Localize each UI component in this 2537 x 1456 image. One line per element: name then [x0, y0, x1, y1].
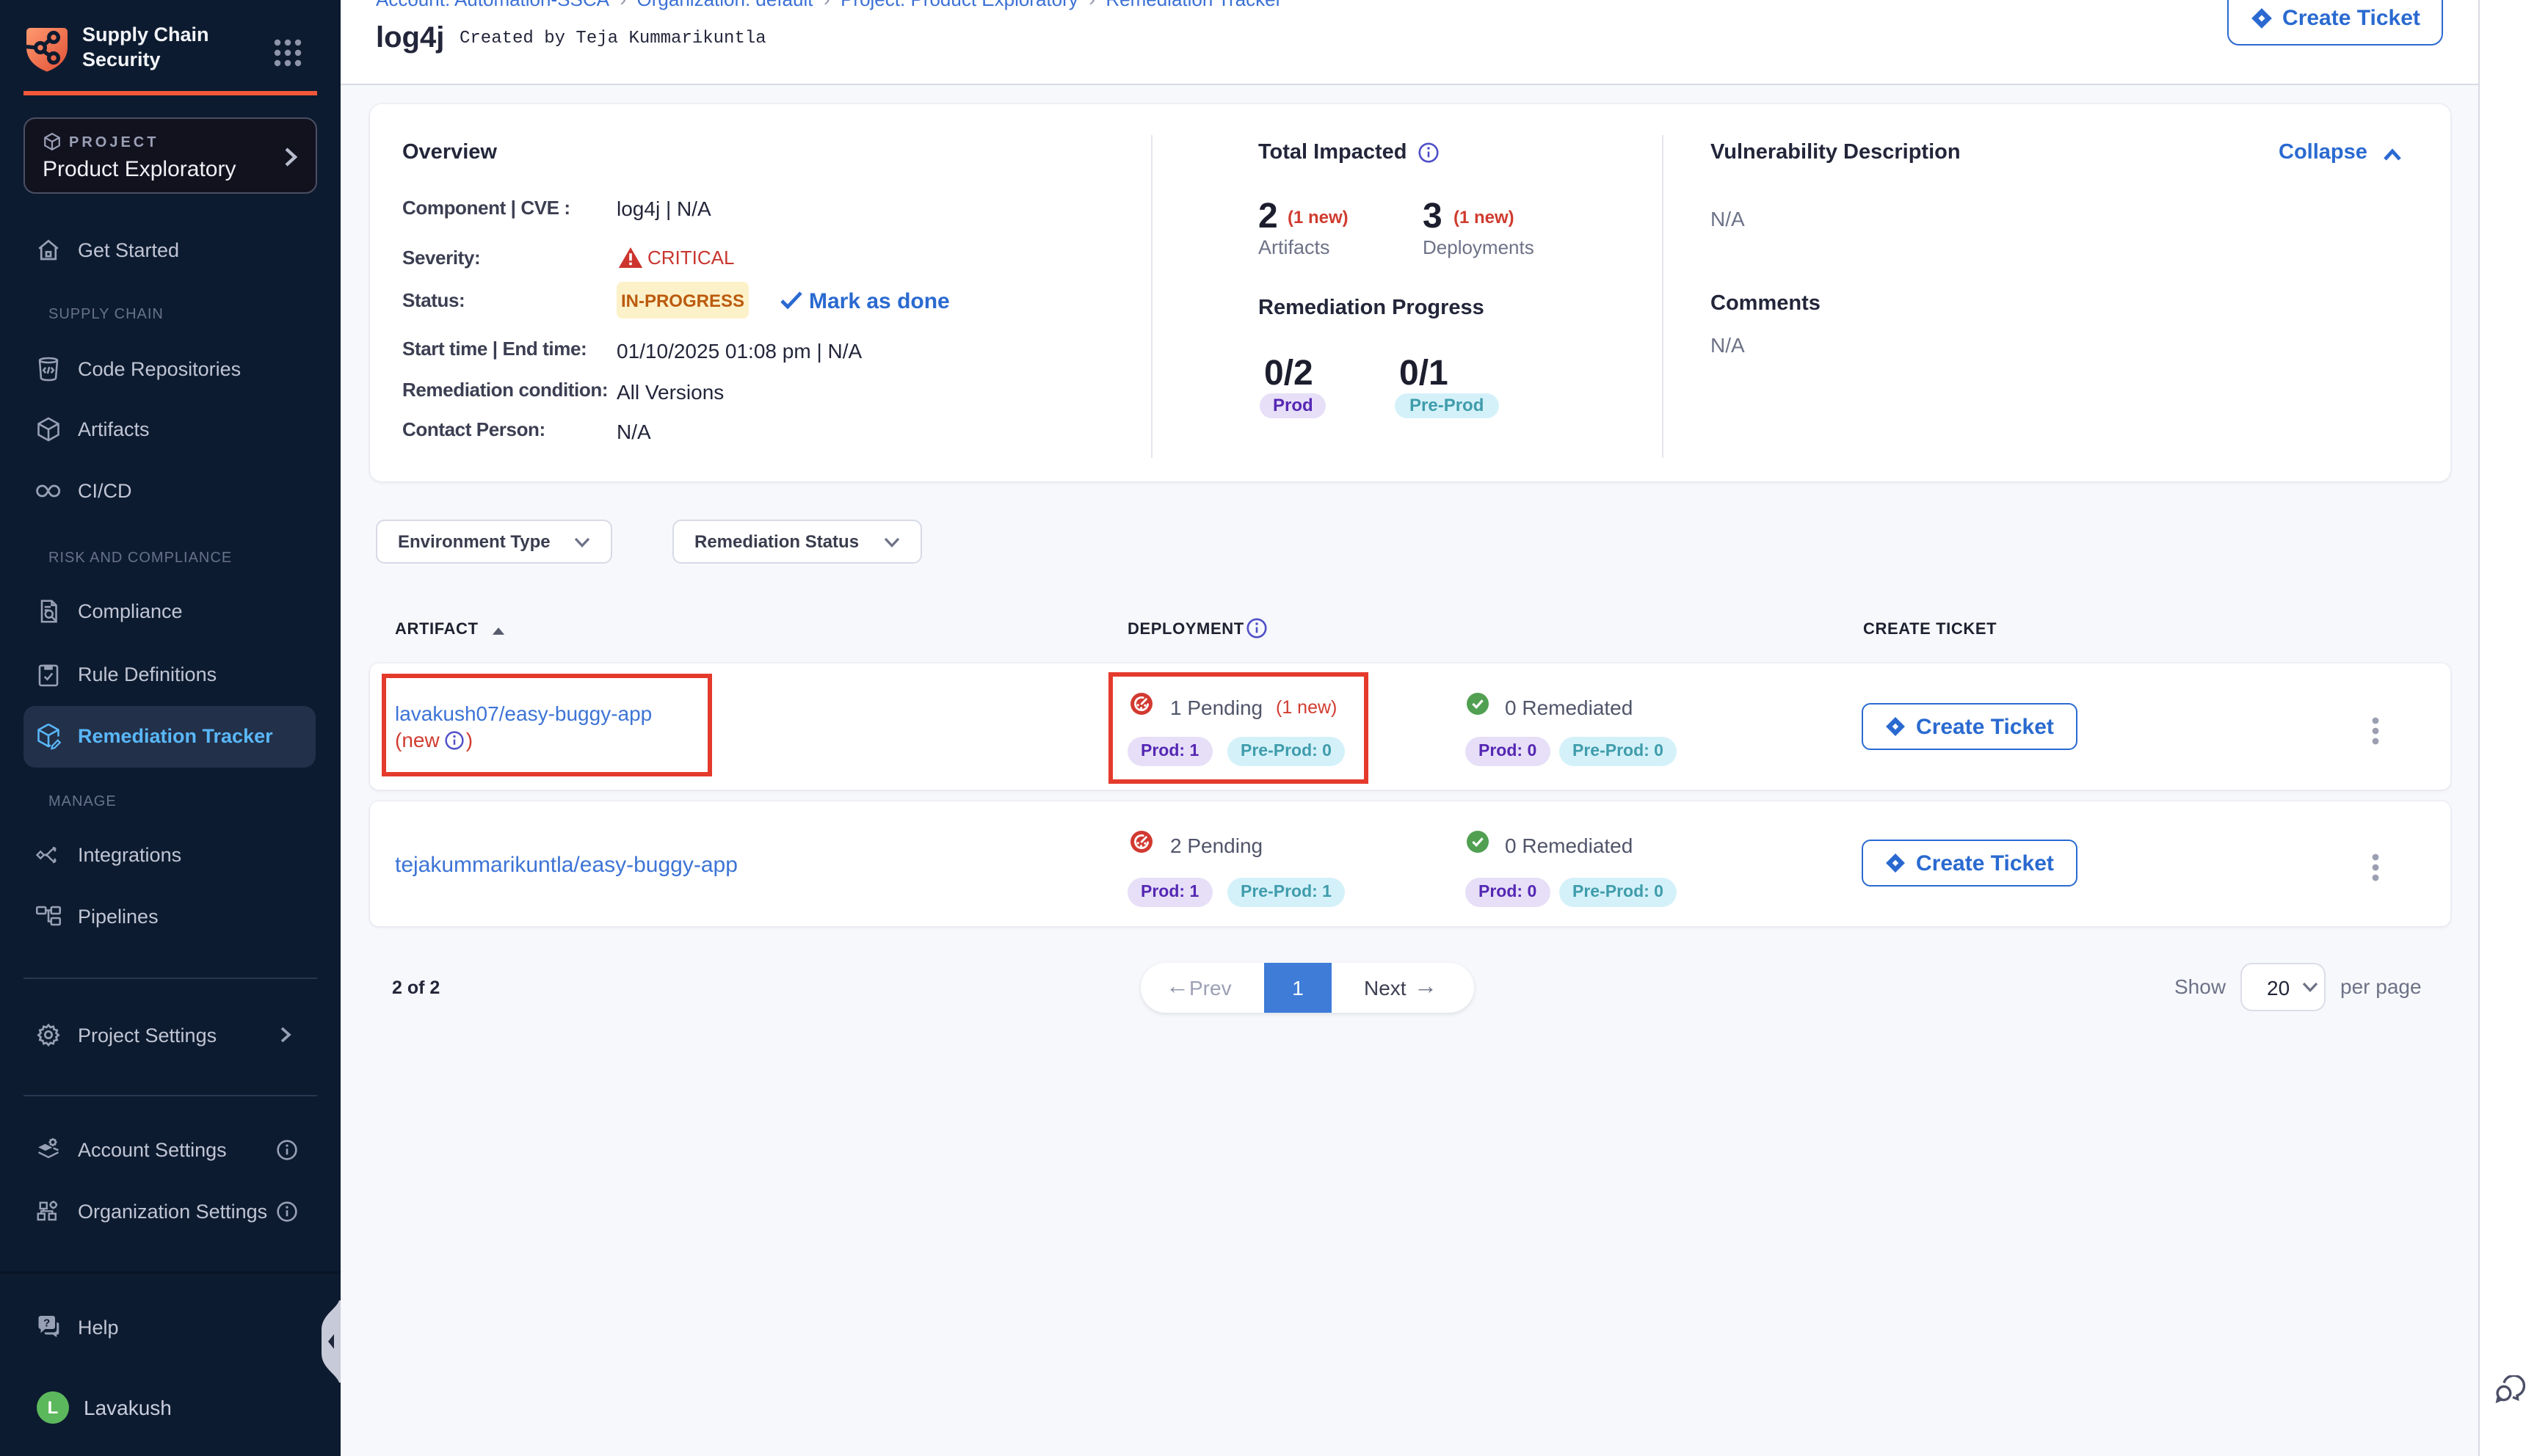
svg-text:?: ? [43, 1317, 50, 1329]
